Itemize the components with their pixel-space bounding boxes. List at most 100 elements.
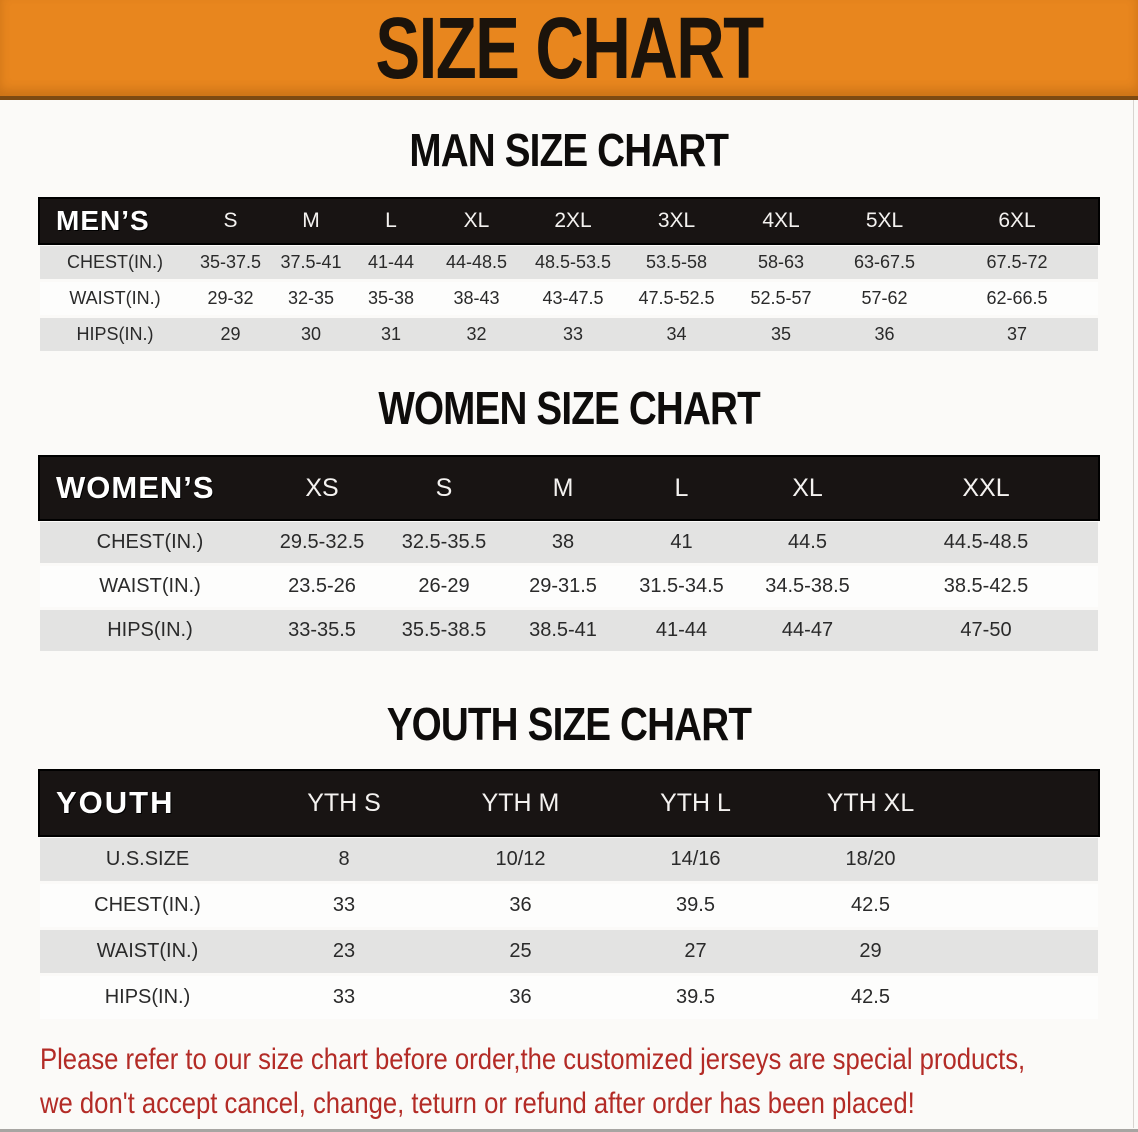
man-size-chart-heading: MAN SIZE CHART (0, 124, 1138, 176)
measurement-value: 29 (859, 940, 882, 962)
measurement-value: 10/12 (495, 848, 546, 870)
measurement-value: 38 (551, 531, 575, 553)
filler-cell (958, 976, 1098, 1019)
measurement-value: 32-35 (287, 288, 335, 308)
size-column-header: L (385, 209, 397, 232)
measurement-value: 44.5-48.5 (943, 531, 1029, 553)
measurement-value: 47.5-52.5 (638, 288, 715, 308)
measurement-value: 41-44 (367, 252, 415, 272)
measurement-value: 35-38 (367, 288, 415, 308)
measurement-value: 35.5-38.5 (401, 619, 487, 641)
youth-table-header-row: YOUTH YTH S YTH M YTH L YTH XL (40, 771, 1098, 835)
measurement-value: 48.5-53.5 (534, 252, 612, 272)
measurement-value: 32 (466, 324, 487, 344)
measurement-value: 26-29 (418, 575, 470, 597)
measurement-row: HIPS(IN.) 33-35.5 35.5-38.5 38.5-41 41-44 44-… (40, 610, 1098, 651)
size-column-header: XS (305, 473, 339, 502)
measurement-row: CHEST(IN.) 29.5-32.5 32.5-35.5 38 41 44.5 44.5… (40, 522, 1098, 563)
women-size-chart-heading: WOMEN SIZE CHART (0, 382, 1138, 434)
filler-cell (958, 771, 1098, 835)
measurement-value: 37 (1006, 324, 1028, 344)
size-column-header: L (674, 473, 689, 502)
measurement-row-label: HIPS(IN.) (107, 619, 193, 641)
size-column-header: 6XL (998, 209, 1036, 232)
measurement-value: 33 (562, 324, 584, 344)
measurement-value: 36 (509, 986, 532, 1008)
measurement-value: 27 (684, 940, 707, 962)
size-column-header: M (302, 209, 320, 232)
size-column-header: YTH S (307, 788, 381, 817)
men-group-label: MEN’S (56, 205, 150, 236)
youth-size-table: YOUTH YTH S YTH M YTH L YTH XL U.S.SIZE 8 10/12… (40, 768, 1098, 1022)
measurement-value: 53.5-58 (645, 252, 708, 272)
measurement-value: 18/20 (845, 848, 896, 870)
measurement-row-label: CHEST(IN.) (94, 894, 201, 916)
women-table-header-row: WOMEN’S XS S M L XL XXL (40, 457, 1098, 519)
measurement-value: 39.5 (676, 894, 715, 916)
filler-cell (958, 930, 1098, 973)
measurement-value: 31.5-34.5 (639, 575, 724, 597)
measurement-value: 33 (332, 986, 356, 1008)
measurement-value: 31 (380, 324, 402, 344)
measurement-value: 47-50 (960, 619, 1012, 641)
measurement-row-label: CHEST(IN.) (67, 252, 163, 272)
measurement-row: U.S.SIZE 8 10/12 14/16 18/20 (40, 838, 1098, 881)
measurement-value: 36 (874, 324, 895, 344)
measurement-row: CHEST(IN.) 33 36 39.5 42.5 (40, 884, 1098, 927)
size-column-header: S (223, 209, 238, 232)
measurement-row: HIPS(IN.) 33 36 39.5 42.5 (40, 976, 1098, 1019)
measurement-row: WAIST(IN.) 29-32 32-35 35-38 38-43 43-47.5 47.… (40, 282, 1098, 315)
man-size-chart-heading-text: MAN SIZE CHART (409, 124, 730, 176)
measurement-value: 58-63 (757, 252, 805, 272)
measurement-value: 35 (770, 324, 792, 344)
measurement-value: 67.5-72 (986, 252, 1048, 272)
women-size-chart-heading-text: WOMEN SIZE CHART (378, 382, 760, 434)
measurement-value: 44-48.5 (445, 252, 508, 272)
size-chart-banner: SIZE CHART (0, 0, 1138, 100)
measurement-value: 44.5 (788, 531, 827, 553)
size-column-header: YTH XL (826, 788, 915, 817)
measurement-value: 43-47.5 (542, 288, 604, 308)
size-column-header: 5XL (865, 209, 904, 232)
measurement-value: 38-43 (453, 288, 500, 308)
measurement-value: 42.5 (851, 894, 890, 916)
measurement-value: 34.5-38.5 (765, 575, 850, 597)
measurement-row-label: U.S.SIZE (105, 848, 190, 870)
men-table-header-row: MEN’S S M L XL 2XL 3XL 4XL 5XL 6XL (40, 199, 1098, 243)
measurement-value: 34 (666, 324, 687, 344)
men-size-table-container: MEN’S S M L XL 2XL 3XL 4XL 5XL 6XL CHEST(IN.) 35-37… (40, 196, 1098, 354)
men-size-table: MEN’S S M L XL 2XL 3XL 4XL 5XL 6XL CHEST(IN.) 35-37… (40, 196, 1098, 354)
measurement-value: 63-67.5 (853, 252, 916, 272)
measurement-value: 36 (509, 894, 532, 916)
measurement-row-label: WAIST(IN.) (96, 940, 199, 962)
measurement-value: 25 (509, 940, 532, 962)
measurement-row: WAIST(IN.) 23 25 27 29 (40, 930, 1098, 973)
disclaimer-line-2: we don't accept cancel, change, teturn o… (40, 1087, 915, 1120)
disclaimer-text: Please refer to our size chart before or… (40, 1038, 1138, 1126)
youth-size-chart-heading: YOUTH SIZE CHART (0, 698, 1138, 750)
size-column-header: YTH L (660, 788, 731, 817)
women-size-table: WOMEN’S XS S M L XL XXL CHEST(IN.) 29.5-32.5 32.5… (40, 454, 1098, 654)
size-column-header: M (552, 473, 574, 502)
measurement-row-label: WAIST(IN.) (69, 288, 161, 308)
banner-title: SIZE CHART (375, 0, 764, 97)
size-column-header: XL (792, 473, 823, 502)
image-bottom-edge (0, 1129, 1138, 1132)
measurement-value: 52.5-57 (750, 288, 812, 308)
measurement-row-label: HIPS(IN.) (76, 324, 154, 344)
measurement-value: 29-32 (207, 288, 254, 308)
youth-group-label: YOUTH (56, 785, 175, 820)
measurement-value: 33 (332, 894, 356, 916)
measurement-value: 14/16 (670, 848, 721, 870)
measurement-value: 33-35.5 (288, 619, 356, 641)
measurement-value: 32.5-35.5 (401, 531, 487, 553)
measurement-value: 38.5-41 (529, 619, 597, 641)
women-size-table-container: WOMEN’S XS S M L XL XXL CHEST(IN.) 29.5-32.5 32.5… (40, 454, 1098, 654)
measurement-row: WAIST(IN.) 23.5-26 26-29 29-31.5 31.5-34.5 34… (40, 566, 1098, 607)
measurement-value: 41 (670, 531, 693, 553)
measurement-value: 38.5-42.5 (943, 575, 1029, 597)
youth-size-table-container: YOUTH YTH S YTH M YTH L YTH XL U.S.SIZE 8 10/12… (40, 768, 1098, 1022)
women-group-label: WOMEN’S (56, 470, 215, 505)
size-column-header: XXL (962, 473, 1010, 502)
measurement-row: CHEST(IN.) 35-37.5 37.5-41 41-44 44-48.5 48.5… (40, 246, 1098, 279)
